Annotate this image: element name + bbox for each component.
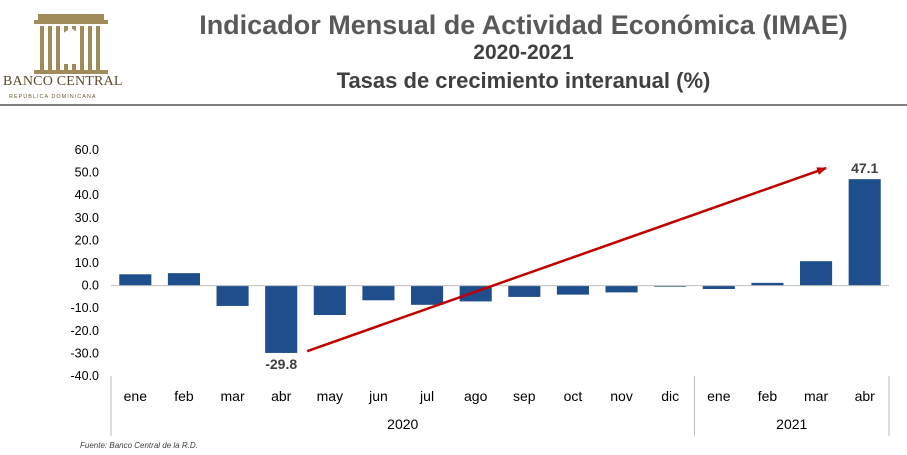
y-tick-label: 30.0 [75, 211, 99, 225]
source-note: Fuente: Banco Central de la R.D. [80, 441, 198, 450]
bar-nov-10 [605, 285, 638, 293]
bar-oct-9 [556, 285, 589, 295]
x-tick-label: dic [661, 388, 679, 404]
bar-ene-0 [119, 274, 152, 286]
y-tick-label: -30.0 [71, 346, 100, 360]
x-tick-label: sep [513, 388, 536, 404]
bar-feb-1 [167, 273, 200, 286]
x-tick-label: abr [271, 388, 292, 404]
chart-period: 2020-2021 [473, 41, 574, 64]
x-tick-label: mar [804, 388, 828, 404]
bar-abr-3 [265, 285, 298, 353]
x-tick-label: jun [368, 388, 388, 404]
logo-subtitle: REPÚBLICA DOMINICANA [9, 94, 97, 100]
x-tick-label: ene [124, 388, 148, 404]
bar-mar-14 [800, 261, 833, 286]
trend-arrow [306, 166, 828, 353]
logo-name: BANCO CENTRAL [3, 74, 123, 89]
y-tick-label: 50.0 [75, 166, 99, 180]
x-tick-label: ago [464, 388, 488, 404]
x-tick-label: may [317, 388, 343, 404]
y-tick-label: 10.0 [75, 256, 99, 270]
y-tick-label: 20.0 [75, 233, 99, 247]
x-tick-label: ene [707, 388, 731, 404]
x-tick-label: abr [855, 388, 876, 404]
bar-sep-8 [508, 285, 541, 297]
data-label: 47.1 [851, 160, 878, 176]
bar-may-4 [313, 285, 346, 315]
chart-subtitle: Tasas de crecimiento interanual (%) [336, 68, 711, 93]
x-group-label-2020: 2020 [387, 416, 418, 432]
data-label: -29.8 [265, 356, 297, 372]
bar-abr-15 [848, 179, 881, 286]
y-tick-label: 0.0 [82, 279, 99, 293]
bar-ene-12 [702, 285, 735, 289]
bar-feb-13 [751, 282, 784, 286]
y-tick-label: -20.0 [71, 324, 100, 338]
x-tick-label: feb [758, 388, 778, 404]
x-tick-label: mar [221, 388, 245, 404]
chart-title: Indicador Mensual de Actividad Económica… [199, 10, 848, 40]
x-group-label-2021: 2021 [776, 416, 807, 432]
y-tick-label: -10.0 [71, 301, 100, 315]
y-tick-label: 60.0 [75, 143, 99, 157]
bar-jul-6 [411, 285, 444, 305]
x-tick-label: oct [564, 388, 583, 404]
bar-dic-11 [654, 285, 687, 287]
banco-central-logo [34, 14, 108, 74]
x-tick-label: nov [610, 388, 633, 404]
x-tick-label: jul [419, 388, 434, 404]
y-tick-label: -40.0 [71, 369, 100, 383]
bar-jun-5 [362, 285, 395, 301]
header-divider [0, 104, 907, 106]
x-tick-label: feb [174, 388, 194, 404]
y-tick-label: 40.0 [75, 188, 99, 202]
bar-mar-2 [216, 285, 249, 306]
